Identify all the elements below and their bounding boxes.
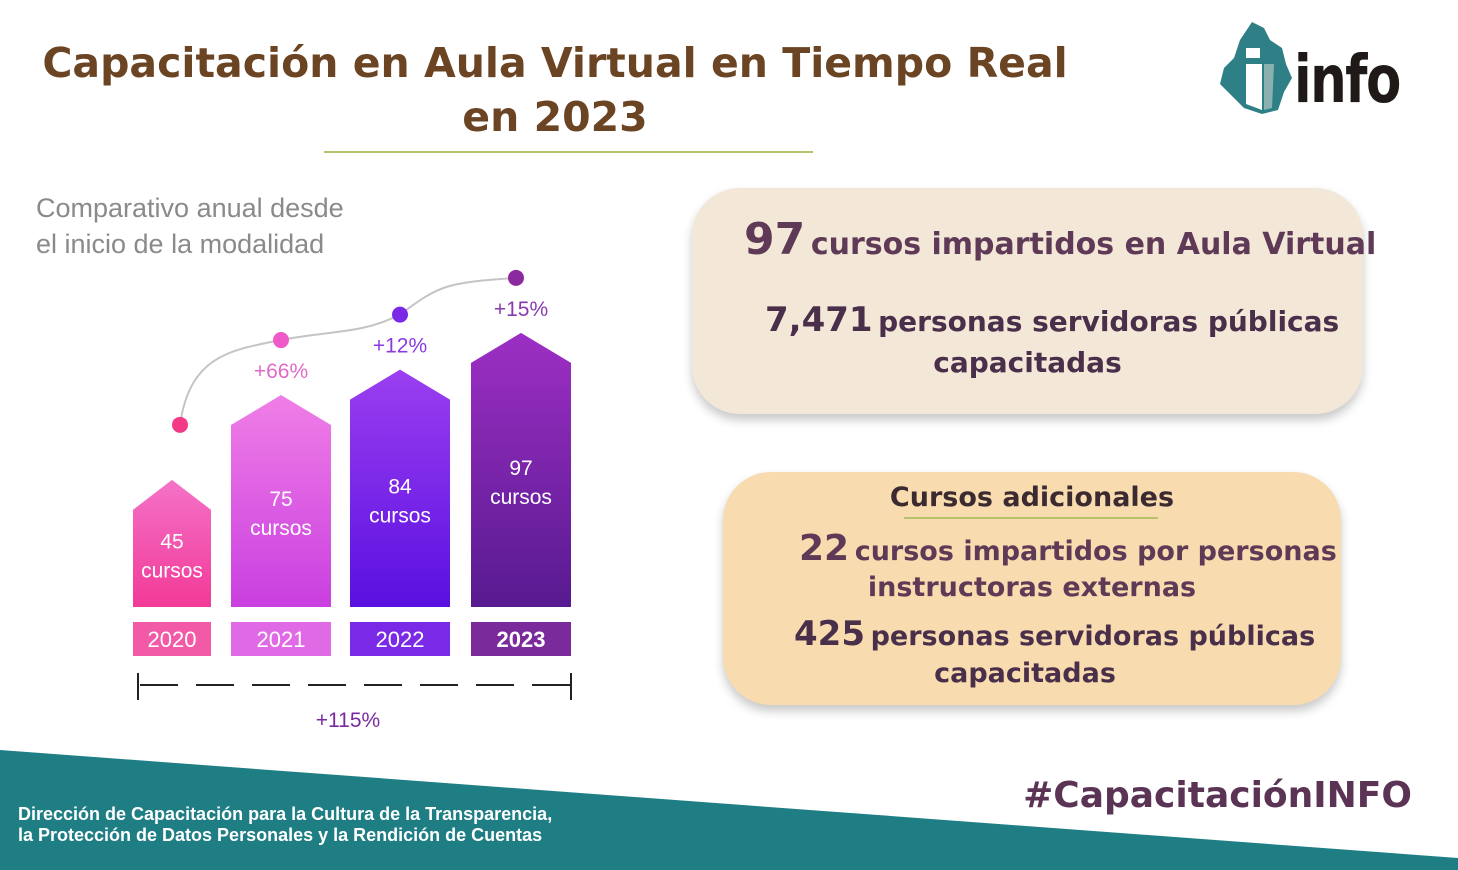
bar-2023 <box>471 332 571 607</box>
trend-dot-2021 <box>273 332 289 349</box>
total-growth-label: +115% <box>316 709 380 732</box>
trend-dot-2022 <box>392 306 408 323</box>
main-people-text-line2: capacitadas <box>933 346 1122 379</box>
year-box-2023 <box>471 622 571 656</box>
year-label-2021: 2021 <box>257 627 306 652</box>
trend-curve <box>179 276 517 425</box>
additional-people-text-line2: capacitadas <box>934 658 1116 689</box>
bar-unit-label: cursos <box>369 504 431 527</box>
footer-line1: Dirección de Capacitación para la Cultur… <box>18 804 553 824</box>
trend-dot-2023 <box>508 269 524 286</box>
additional-courses-text-line2: instructoras externas <box>867 572 1197 603</box>
additional-heading: Cursos adicionales <box>889 482 1175 513</box>
additional-courses-text: cursos impartidos por personas <box>854 536 1337 567</box>
logo-text: info <box>1294 41 1401 118</box>
main-people-text: personas servidoras públicas <box>878 305 1340 338</box>
additional-courses-number: 22 <box>799 528 850 569</box>
additional-heading-underline <box>904 517 1158 519</box>
growth-label: +66% <box>254 360 308 383</box>
bar-unit-label: cursos <box>141 559 203 582</box>
main-people-number: 7,471 <box>765 300 873 340</box>
additional-people-number: 425 <box>794 614 865 654</box>
summary-card-additional: Cursos adicionales 22 cursos impartidos … <box>723 472 1341 705</box>
main-people-line: 7,471 personas servidoras públicas <box>765 300 1339 340</box>
year-box-2021 <box>231 622 331 656</box>
bar-value-label: 97 <box>509 457 532 480</box>
trend-layer: +66% +12% +15% <box>172 269 548 433</box>
bar-value-label: 45 <box>160 530 183 553</box>
bar-2021 <box>231 395 331 607</box>
year-label-2020: 2020 <box>148 627 197 652</box>
bar-unit-label: cursos <box>250 517 312 540</box>
bar-2020 <box>133 479 211 607</box>
year-box-2022 <box>350 622 450 656</box>
bar-unit-label: cursos <box>490 486 552 509</box>
main-courses-text: cursos impartidos en Aula Virtual <box>810 227 1377 262</box>
additional-people-line: 425 personas servidoras públicas <box>794 614 1315 654</box>
title-underline <box>324 151 813 153</box>
footer-department: Dirección de Capacitación para la Cultur… <box>18 804 552 846</box>
footer-band <box>0 750 1458 870</box>
hashtag: #CapacitaciónINFO <box>1023 775 1412 816</box>
bar-value-label: 84 <box>388 475 412 498</box>
bar-value-label: 75 <box>269 488 292 511</box>
page-title-line2: en 2023 <box>462 93 648 141</box>
chart-subtitle-line1: Comparativo anual desde <box>36 193 344 223</box>
bars-layer: 45 cursos 75 cursos 84 cursos 97 cursos <box>133 332 571 607</box>
courses-bar-chart: +66% +12% +15% 45 cursos 75 cursos 84 cursos 97 c… <box>133 269 572 732</box>
axis-layer: 2020 2021 2022 2023 +115% <box>133 622 572 732</box>
main-courses-line: 97 cursos impartidos en Aula Virtual <box>744 214 1376 265</box>
footer-line2: la Protección de Datos Personales y la R… <box>18 825 543 845</box>
bar-2022 <box>350 369 450 607</box>
page-title: Capacitación en Aula Virtual en Tiempo R… <box>40 36 1070 144</box>
year-box-2020 <box>133 622 211 656</box>
growth-label: +12% <box>373 335 427 358</box>
page-title-line1: Capacitación en Aula Virtual en Tiempo R… <box>42 39 1068 87</box>
year-label-2022: 2022 <box>376 627 425 652</box>
chart-subtitle: Comparativo anual desde el inicio de la … <box>36 190 456 262</box>
info-logo-icon <box>1220 22 1292 114</box>
additional-people-text: personas servidoras públicas <box>870 621 1316 652</box>
year-label-2023: 2023 <box>497 627 546 652</box>
chart-subtitle-line2: el inicio de la modalidad <box>36 229 325 259</box>
growth-label: +15% <box>494 298 548 321</box>
additional-courses-line: 22 cursos impartidos por personas <box>799 528 1337 569</box>
summary-card-main: 97 cursos impartidos en Aula Virtual 7,4… <box>692 188 1376 414</box>
main-courses-number: 97 <box>744 214 806 265</box>
trend-dot-2020 <box>172 416 188 433</box>
